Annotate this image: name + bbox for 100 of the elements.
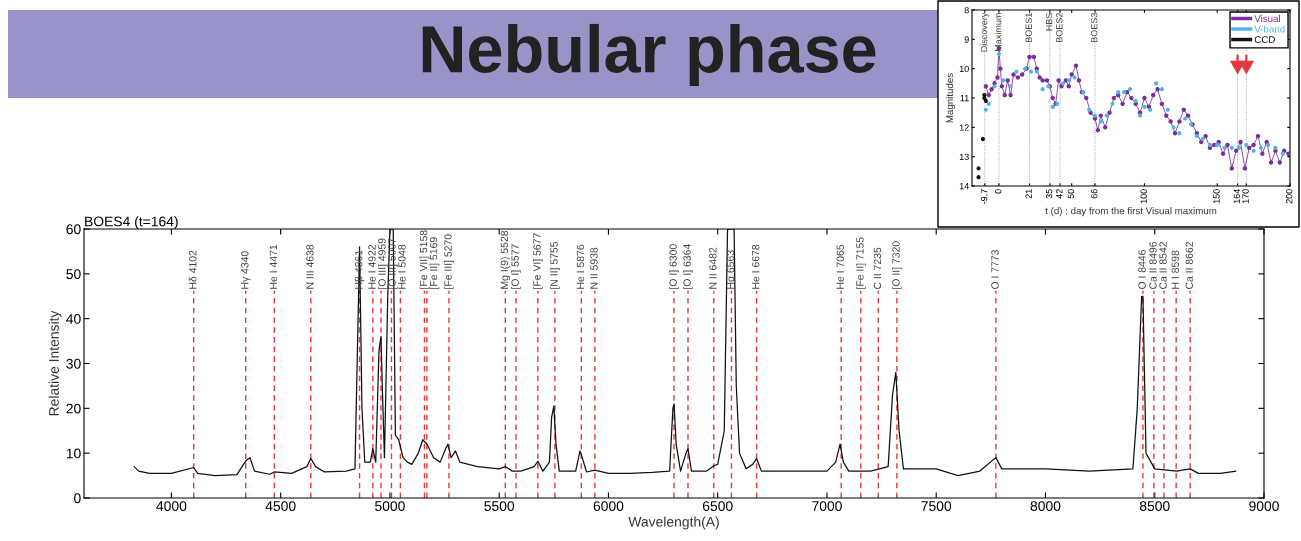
ref-line-label: Discovery [980,12,990,52]
chart-title: Nebular phase [422,23,876,87]
point [1251,148,1256,153]
x-tick-label: 8000 [1030,501,1061,511]
ref-line-label: He I 4922 [368,244,376,289]
y-tick-label: 0 [74,493,81,504]
x-tick-label: 7500 [921,501,952,511]
point [1194,134,1199,139]
ref-line-label: [O I] 6300 [669,244,679,289]
x-tick-label: 170 [1242,189,1249,204]
point [1165,107,1170,112]
ref-line-label: Ca II 8496 [1149,241,1157,289]
point [1236,145,1242,150]
x-tick-label: 35 [1045,189,1053,199]
point [982,92,987,98]
y-tick-label: 10 [66,448,81,459]
ref-line-label: BOES2 [1056,13,1063,43]
text: CCD [1254,36,1275,44]
x-tick-label: 7000 [812,501,842,511]
point [1229,145,1234,150]
x-tick-label: 4000 [156,501,187,511]
line-series [133,229,1237,477]
point [976,175,981,180]
ref-line-label: Hα 6563 [726,250,735,289]
text: Visual [1254,14,1280,22]
ref-line-label: [O I] 6364 [683,244,693,289]
point [1110,101,1115,106]
ref-line-label: [N II] 5755 [550,241,560,289]
point [983,107,988,112]
ref-line-label: He I 4471 [269,244,278,289]
x-tick-label: 42 [1056,189,1063,199]
x-tick-label: 150 [1213,189,1220,204]
ref-line-label: [Fe VI] 5677 [533,233,543,289]
ref-line-label: N II 5938 [590,247,598,289]
x-tick-label: 0 [994,189,1002,194]
ref-line-label: He I 6678 [752,244,760,289]
x-tick-label: 8500 [1139,501,1170,511]
ref-line-label: [O I] 5577 [511,244,521,289]
ref-line-label: H I 8598 [1171,250,1179,289]
ref-line-label: O I 7773 [991,250,999,290]
x-tick-label: -9.7 [980,189,988,204]
ref-line-label: Mg I(9) 5528 [500,230,511,289]
x-axis-title: Wavelength(A) [628,516,719,530]
ref-line-label: Hγ 4340 [241,251,251,289]
y-axis-title: Relative Intensity [48,310,62,416]
point [996,51,1002,57]
y-tick-label: 14 [959,183,969,190]
point [1040,87,1045,92]
point [976,166,981,171]
text: V-band [1254,25,1285,33]
ref-line-label: Ca II 8662 [1185,241,1193,289]
ref-line-label: HBS [1045,13,1053,31]
point [1098,119,1103,124]
ref-line-label: N III 4638 [306,244,314,289]
ref-line-label: BOES1 [1025,13,1032,43]
x-tick-label: 100 [1140,189,1147,204]
point [1008,84,1013,89]
x-tick-label: 21 [1025,189,1032,199]
y-tick-label: 12 [959,124,969,131]
ref-line-label: O I 8446 [1138,250,1146,290]
y-tick-label: 60 [66,224,81,235]
point [1171,125,1176,130]
x-tick-label: 4500 [265,501,296,511]
point [982,95,987,101]
point [1258,145,1263,150]
ref-line-label: [Fe III] 5270 [444,234,454,289]
x-tick-label: 5000 [375,501,405,511]
x-tick-label: 6500 [702,501,733,511]
y-tick-label: 30 [66,358,81,369]
point [1028,69,1034,74]
y-tick-label: 50 [66,269,81,279]
ref-line-label: Maximum [994,13,1002,52]
x-tick-label: 50 [1067,189,1075,199]
chart-subtitle: BOES4 (t=164) [85,216,178,230]
x-tick-label: 164 [1233,189,1241,204]
point [1001,78,1006,83]
ref-line-label: BOES3 [1091,13,1098,43]
y-tick-label: 20 [66,403,81,414]
x-tick-label: 9000 [1249,501,1279,511]
ref-line-label: [O III] 4959 [378,238,388,289]
x-tick-label: 6000 [593,501,624,511]
y-tick-label: 8 [964,6,969,14]
ref-line-label: Hδ 4102 [188,250,197,289]
ref-line-label: C II 7235 [873,247,882,289]
ref-line-label: Ca II 8542 [1159,241,1167,289]
y-tick-label: 11 [960,95,969,102]
point [980,136,985,142]
ref-line-label: [Fe II] 5169 [429,237,440,289]
y-tick-label: 10 [959,65,969,73]
ref-line-label: He I 7065 [836,244,844,289]
y-tick-label: 13 [959,153,969,161]
point [1142,104,1147,109]
ref-line-label: [O II] 7320 [892,241,902,289]
point [1273,145,1278,150]
point [1159,87,1165,92]
ref-line-label: [Fe II] 7155 [855,237,866,289]
y-tick-label: 9 [964,36,969,43]
ref-line-label: He I 5048 [398,244,406,289]
x-tick-label: 200 [1286,189,1293,204]
y-axis-title: Magnitudes [945,73,956,123]
